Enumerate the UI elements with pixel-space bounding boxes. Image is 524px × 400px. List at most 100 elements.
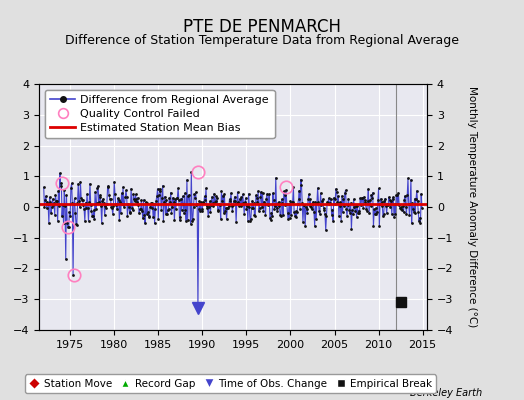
- Point: [244, 190, 253, 197]
- Point: [79, 196, 87, 203]
- Point: [80, 206, 88, 212]
- Point: [139, 197, 148, 203]
- Point: [289, 184, 298, 190]
- Point: [71, 210, 80, 216]
- Point: [46, 198, 54, 205]
- Point: [195, 198, 204, 204]
- Point: [394, 200, 402, 207]
- Point: [251, 212, 259, 219]
- Point: [50, 211, 59, 218]
- Point: [165, 195, 173, 202]
- Point: [401, 193, 409, 199]
- Point: [92, 205, 100, 212]
- Point: [146, 204, 155, 210]
- Point: [40, 204, 49, 210]
- Point: [185, 201, 194, 208]
- Point: [304, 196, 312, 202]
- Point: [333, 189, 341, 196]
- Point: [298, 200, 307, 206]
- Point: [248, 198, 256, 204]
- Point: [372, 210, 380, 217]
- Point: [227, 202, 236, 209]
- Point: [215, 200, 223, 207]
- Point: [302, 204, 310, 210]
- Point: [408, 200, 417, 206]
- Point: [95, 194, 104, 201]
- Point: [97, 203, 105, 209]
- Point: [260, 198, 268, 205]
- Point: [314, 199, 323, 205]
- Point: [76, 179, 84, 185]
- Point: [101, 203, 110, 209]
- Point: [82, 205, 91, 211]
- Point: [61, 256, 70, 262]
- Point: [126, 210, 135, 217]
- Point: [254, 188, 263, 194]
- Point: [377, 198, 386, 205]
- Point: [183, 216, 192, 223]
- Point: [229, 201, 237, 208]
- Point: [154, 186, 162, 192]
- Point: [337, 218, 345, 224]
- Point: [321, 211, 329, 217]
- Point: [370, 206, 378, 213]
- Point: [292, 213, 301, 220]
- Point: [269, 197, 278, 204]
- Point: [148, 200, 157, 207]
- Point: [112, 202, 121, 208]
- Point: [294, 196, 303, 203]
- Point: [403, 192, 411, 198]
- Point: [233, 189, 242, 195]
- Point: [130, 196, 138, 202]
- Point: [301, 223, 309, 230]
- Point: [221, 208, 230, 214]
- Point: [170, 217, 179, 223]
- Point: [399, 209, 408, 216]
- Point: [265, 191, 274, 198]
- Point: [77, 195, 85, 201]
- Point: [63, 220, 71, 226]
- Point: [168, 204, 177, 210]
- Point: [358, 194, 367, 201]
- Point: [315, 211, 324, 217]
- Point: [149, 214, 157, 220]
- Point: [200, 193, 209, 200]
- Point: [362, 206, 370, 212]
- Point: [73, 200, 82, 206]
- Point: [315, 208, 323, 214]
- Point: [194, 206, 203, 212]
- Point: [364, 186, 373, 192]
- Point: [210, 190, 219, 197]
- Point: [185, 192, 193, 198]
- Point: [405, 201, 413, 207]
- Point: [188, 218, 196, 224]
- Point: [88, 212, 96, 219]
- Point: [199, 199, 208, 206]
- Point: [88, 208, 96, 214]
- Point: [377, 196, 385, 202]
- Point: [171, 196, 179, 202]
- Point: [394, 190, 402, 196]
- Point: [283, 210, 292, 216]
- Point: [123, 193, 131, 200]
- Point: [384, 202, 392, 208]
- Point: [91, 189, 100, 196]
- Point: [255, 205, 264, 211]
- Point: [275, 198, 283, 205]
- Point: [111, 190, 119, 197]
- Point: [241, 199, 249, 205]
- Point: [209, 202, 217, 209]
- Point: [96, 192, 104, 198]
- Point: [401, 204, 410, 210]
- Point: [143, 200, 151, 206]
- Point: [102, 205, 111, 211]
- Point: [108, 210, 117, 217]
- Point: [138, 208, 146, 214]
- Point: [355, 210, 364, 216]
- Point: [368, 194, 376, 201]
- Point: [328, 211, 336, 218]
- Point: [416, 215, 424, 221]
- Point: [323, 199, 331, 206]
- Point: [187, 220, 195, 227]
- Point: [379, 211, 388, 217]
